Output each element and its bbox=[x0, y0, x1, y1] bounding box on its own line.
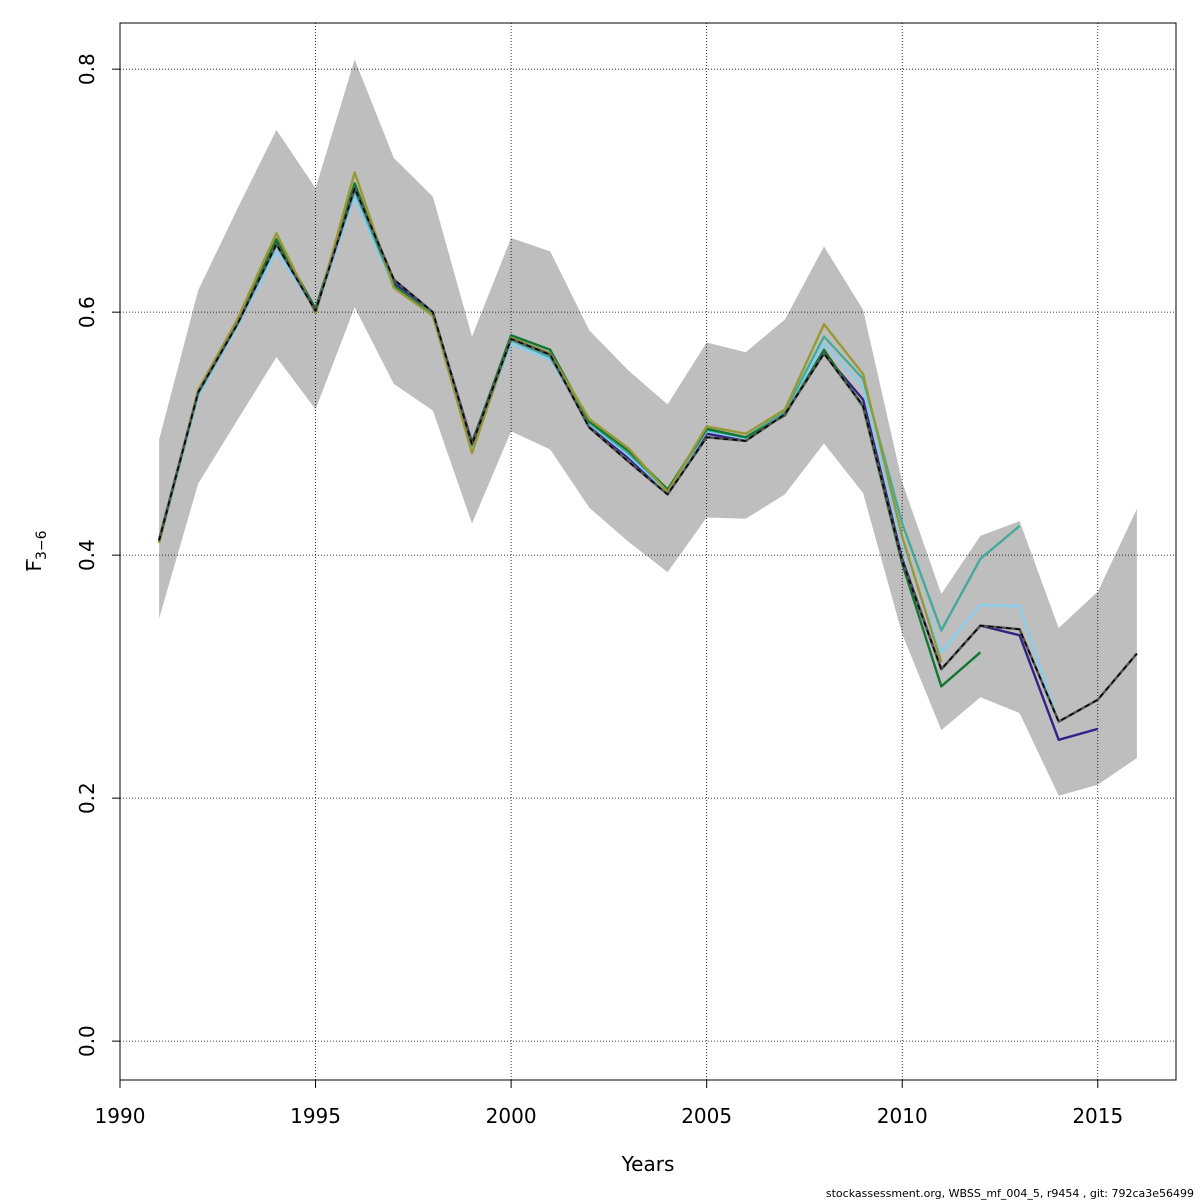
y-tick-label: 0.4 bbox=[75, 539, 99, 571]
axis-layer: 1990 1995 2000 2005 2010 2015 0.0 0.2 0.4 0.6 0.8 bbox=[75, 53, 1123, 1128]
y-tick-label: 0.6 bbox=[75, 296, 99, 328]
svg-text:F3−6: F3−6 bbox=[22, 530, 50, 571]
y-tick-label: 0.0 bbox=[75, 1025, 99, 1057]
series-layer bbox=[157, 171, 1138, 741]
x-tick-label: 2005 bbox=[681, 1104, 732, 1128]
x-axis-title: Years bbox=[621, 1152, 675, 1176]
x-tick-label: 2000 bbox=[486, 1104, 537, 1128]
grid-layer bbox=[120, 23, 1176, 1080]
x-tick-label: 2010 bbox=[877, 1104, 928, 1128]
x-tick-label: 2015 bbox=[1072, 1104, 1123, 1128]
x-tick-label: 1995 bbox=[290, 1104, 341, 1128]
series-line-final bbox=[158, 187, 1138, 723]
confidence-band-layer bbox=[159, 59, 1137, 796]
y-tick-label: 0.8 bbox=[75, 53, 99, 85]
footer-text: stockassessment.org, WBSS_mf_004_5, r945… bbox=[826, 1187, 1194, 1200]
y-axis-title-sub: 3−6 bbox=[34, 530, 50, 560]
y-tick-label: 0.2 bbox=[75, 782, 99, 814]
confidence-band bbox=[159, 59, 1137, 796]
x-tick-label: 1990 bbox=[95, 1104, 146, 1128]
y-axis-title: F3−6 bbox=[22, 530, 50, 571]
y-axis-title-main: F bbox=[22, 560, 46, 572]
